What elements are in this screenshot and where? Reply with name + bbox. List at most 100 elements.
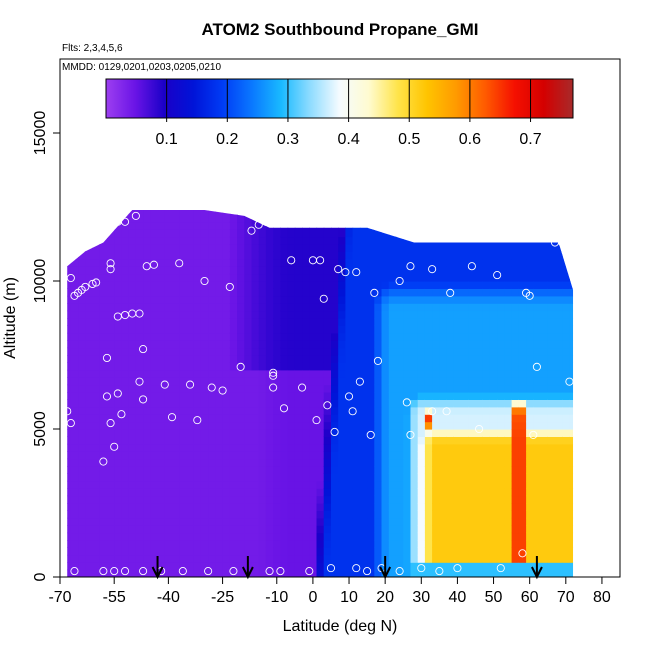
- field-cell: [294, 436, 303, 445]
- field-cell: [222, 244, 231, 252]
- field-cell: [533, 310, 542, 319]
- field-cell: [331, 547, 339, 556]
- field-cell: [251, 503, 260, 511]
- field-cell: [287, 458, 296, 467]
- flight-point: [113, 389, 122, 398]
- field-cell: [143, 236, 151, 245]
- colorbar-tick-label: 0.3: [277, 131, 299, 148]
- field-cell: [345, 362, 354, 371]
- field-cell: [265, 347, 274, 356]
- field-cell: [208, 458, 216, 467]
- field-cell: [482, 214, 491, 223]
- field-cell: [547, 295, 556, 304]
- field-cell: [186, 266, 195, 275]
- field-cell: [540, 325, 549, 334]
- field-cell: [403, 236, 411, 245]
- field-cell: [237, 392, 245, 400]
- field-cell: [193, 229, 202, 238]
- field-cell: [179, 503, 187, 511]
- field-cell: [446, 517, 455, 526]
- field-cell: [533, 399, 542, 408]
- field-cell: [352, 436, 361, 445]
- field-cell: [265, 540, 274, 548]
- field-cell: [497, 451, 505, 460]
- field-cell: [258, 310, 267, 319]
- field-cell: [381, 532, 390, 541]
- field-cell: [410, 458, 419, 467]
- field-cell: [265, 295, 274, 304]
- field-cell: [518, 244, 527, 252]
- field-cell: [547, 458, 556, 467]
- field-cell: [489, 443, 498, 452]
- field-cell: [215, 569, 224, 577]
- field-cell: [439, 466, 448, 474]
- field-cell: [482, 554, 491, 563]
- field-cell: [164, 562, 173, 571]
- field-cell: [309, 266, 318, 275]
- field-cell: [316, 221, 325, 230]
- field-cell: [121, 569, 130, 577]
- field-cell: [265, 332, 274, 341]
- field-cell: [374, 384, 383, 393]
- field-cell: [107, 318, 115, 326]
- field-cell: [359, 214, 368, 223]
- field-cell: [107, 229, 115, 238]
- field-cell: [504, 406, 513, 415]
- field-cell: [215, 562, 224, 571]
- field-cell: [143, 229, 151, 238]
- field-cell: [540, 510, 549, 519]
- field-cell: [78, 221, 86, 230]
- field-cell: [331, 488, 339, 497]
- field-cell: [475, 244, 484, 252]
- field-cell: [424, 221, 433, 230]
- field-cell: [229, 399, 238, 408]
- field-cell: [453, 258, 462, 267]
- field-cell: [424, 392, 433, 400]
- field-cell: [70, 466, 79, 474]
- field-cell: [396, 355, 404, 363]
- field-cell: [164, 369, 173, 378]
- field-cell: [78, 554, 86, 563]
- field-cell: [352, 325, 361, 334]
- field-cell: [251, 399, 260, 408]
- field-cell: [302, 451, 310, 460]
- field-cell: [164, 318, 173, 326]
- field-cell: [518, 517, 527, 526]
- field-cell: [417, 429, 426, 437]
- field-cell: [67, 451, 72, 460]
- field-cell: [309, 244, 318, 252]
- flight-point: [102, 353, 112, 363]
- field-cell: [193, 525, 202, 534]
- field-cell: [128, 281, 137, 289]
- field-cell: [179, 458, 187, 467]
- field-cell: [468, 451, 477, 460]
- flight-point: [139, 345, 148, 354]
- field-cell: [302, 236, 310, 245]
- field-cell: [164, 451, 173, 460]
- field-cell: [396, 325, 404, 334]
- field-cell: [200, 547, 209, 556]
- field-cell: [186, 451, 195, 460]
- field-cell: [367, 362, 375, 371]
- field-cell: [215, 214, 224, 223]
- field-cell: [164, 303, 173, 312]
- field-cell: [157, 473, 166, 482]
- flight-point: [139, 567, 148, 576]
- field-cell: [150, 399, 159, 408]
- field-cell: [511, 258, 520, 267]
- field-cell: [453, 473, 462, 482]
- field-cell: [135, 377, 144, 386]
- field-cell: [280, 517, 289, 526]
- field-cell: [410, 406, 419, 415]
- field-cell: [518, 369, 527, 378]
- field-cell: [92, 288, 101, 297]
- field-cell: [323, 266, 332, 275]
- field-cell: [294, 221, 303, 230]
- field-cell: [157, 429, 166, 437]
- field-cell: [331, 532, 339, 541]
- field-cell: [172, 569, 180, 577]
- field-cell: [78, 421, 86, 430]
- field-cell: [114, 340, 122, 349]
- field-cell: [497, 525, 505, 534]
- field-cell: [143, 209, 151, 215]
